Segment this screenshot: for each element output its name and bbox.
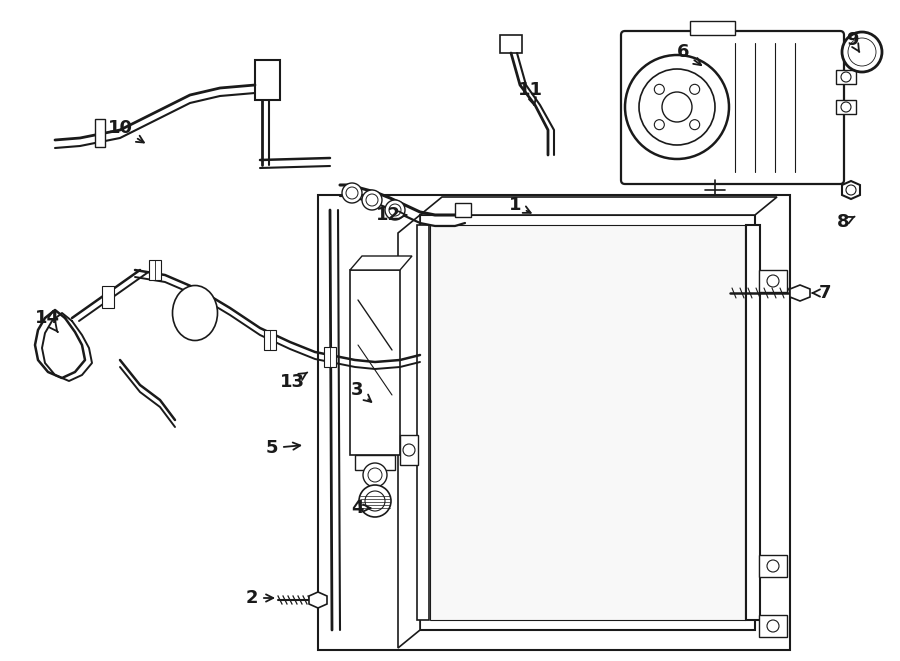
Bar xyxy=(318,195,790,650)
Bar xyxy=(350,270,400,455)
Text: 2: 2 xyxy=(246,589,274,607)
Text: 5: 5 xyxy=(266,439,301,457)
Circle shape xyxy=(841,72,851,82)
Text: 6: 6 xyxy=(677,43,701,65)
Polygon shape xyxy=(842,181,860,199)
Circle shape xyxy=(662,92,692,122)
Text: 10: 10 xyxy=(107,119,144,143)
Circle shape xyxy=(366,194,378,206)
Bar xyxy=(746,225,760,620)
Text: 13: 13 xyxy=(280,372,308,391)
Bar xyxy=(149,260,161,280)
Bar xyxy=(759,615,787,637)
Text: 11: 11 xyxy=(518,81,543,105)
Circle shape xyxy=(848,38,876,66)
Bar xyxy=(95,119,105,147)
Circle shape xyxy=(689,120,699,130)
Circle shape xyxy=(342,183,362,203)
Bar xyxy=(759,270,787,292)
Bar xyxy=(455,203,471,217)
Circle shape xyxy=(767,275,779,287)
Bar xyxy=(417,225,429,620)
Bar xyxy=(836,100,856,114)
Bar xyxy=(420,215,755,630)
Circle shape xyxy=(365,491,385,511)
Circle shape xyxy=(403,444,415,456)
Circle shape xyxy=(842,32,882,72)
Text: 4: 4 xyxy=(351,499,370,517)
Polygon shape xyxy=(398,215,420,648)
Circle shape xyxy=(689,85,699,95)
Bar xyxy=(355,455,395,470)
Circle shape xyxy=(359,485,391,517)
Text: 1: 1 xyxy=(508,196,531,214)
Bar xyxy=(500,35,522,53)
Bar xyxy=(430,225,745,620)
Circle shape xyxy=(767,620,779,632)
Text: 12: 12 xyxy=(375,206,407,224)
Circle shape xyxy=(654,85,664,95)
Circle shape xyxy=(654,120,664,130)
Circle shape xyxy=(362,190,382,210)
Circle shape xyxy=(368,468,382,482)
Ellipse shape xyxy=(173,286,218,340)
Polygon shape xyxy=(350,256,412,270)
Polygon shape xyxy=(420,197,777,215)
Polygon shape xyxy=(309,592,327,608)
Polygon shape xyxy=(790,285,810,301)
Circle shape xyxy=(767,560,779,572)
Circle shape xyxy=(363,463,387,487)
FancyBboxPatch shape xyxy=(621,31,844,184)
Bar xyxy=(102,286,114,308)
Text: 9: 9 xyxy=(846,31,860,52)
Circle shape xyxy=(846,185,856,195)
Bar xyxy=(836,70,856,84)
Circle shape xyxy=(841,102,851,112)
Bar xyxy=(324,347,336,367)
Text: 7: 7 xyxy=(813,284,832,302)
Circle shape xyxy=(385,200,405,220)
Text: 3: 3 xyxy=(351,381,372,402)
Text: 8: 8 xyxy=(837,213,855,231)
Bar xyxy=(255,60,280,100)
Circle shape xyxy=(625,55,729,159)
Bar xyxy=(264,330,276,350)
Bar xyxy=(400,435,418,465)
Circle shape xyxy=(639,69,715,145)
Circle shape xyxy=(346,187,358,199)
Text: 14: 14 xyxy=(34,309,59,332)
Bar xyxy=(759,555,787,577)
Bar xyxy=(690,21,735,35)
Circle shape xyxy=(389,204,401,216)
